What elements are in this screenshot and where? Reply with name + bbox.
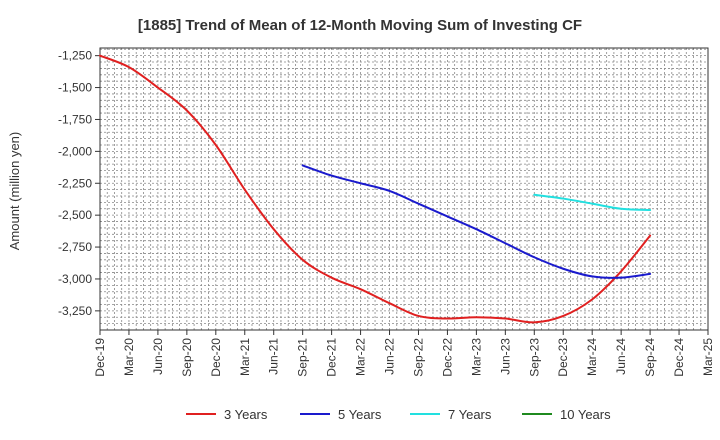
y-tick-label: -3,000	[58, 272, 92, 286]
chart-title: [1885] Trend of Mean of 12-Month Moving …	[138, 17, 582, 34]
y-tick-label: -1,250	[58, 49, 92, 63]
series-line-3-years	[99, 54, 652, 324]
series-line-5-years	[301, 164, 652, 279]
legend-label-3-years: 3 Years	[224, 407, 268, 422]
x-tick-label: Dec-20	[209, 338, 223, 377]
x-tick-label: Mar-21	[238, 338, 252, 376]
x-tick-label: Dec-23	[556, 338, 570, 377]
legend: 3 Years 5 Years 7 Years 10 Years	[186, 407, 611, 422]
x-tick-label: Jun-23	[498, 338, 512, 375]
x-tick-label: Sep-23	[527, 338, 541, 377]
series-line-7-years	[533, 193, 652, 212]
y-tick-label: -3,250	[58, 304, 92, 318]
x-tick-label: Sep-21	[296, 338, 310, 377]
x-tick-label: Dec-21	[325, 338, 339, 377]
x-tick-label: Jun-24	[614, 338, 628, 375]
legend-label-5-years: 5 Years	[338, 407, 382, 422]
y-tick-label: -2,750	[58, 240, 92, 254]
x-tick-label: Dec-24	[672, 338, 686, 377]
x-tick-label: Mar-24	[585, 338, 599, 376]
x-tick-label: Mar-25	[701, 338, 715, 376]
x-tick-label: Mar-23	[469, 338, 483, 376]
y-tick-label: -1,500	[58, 81, 92, 95]
y-tick-label: -2,250	[58, 176, 92, 190]
y-tick-label: -2,500	[58, 208, 92, 222]
x-axis: Dec-19 Mar-20 Jun-20 Sep-20 Dec-20 Mar-21 Jun-…	[93, 330, 715, 377]
y-axis: -1,250 -1,500 -1,750 -2,000 -2,250 -2,500 -2,7…	[58, 49, 100, 318]
x-tick-label: Dec-22	[440, 338, 454, 377]
x-tick-label: Sep-24	[643, 338, 657, 377]
plot-area-frame	[99, 47, 709, 331]
x-tick-label: Mar-20	[122, 338, 136, 376]
grid	[100, 48, 708, 330]
legend-label-10-years: 10 Years	[560, 407, 611, 422]
x-tick-label: Jun-20	[151, 338, 165, 375]
x-tick-label: Mar-22	[354, 338, 368, 376]
x-tick-label: Sep-20	[180, 338, 194, 377]
y-tick-label: -2,000	[58, 144, 92, 158]
x-tick-label: Sep-22	[411, 338, 425, 377]
x-tick-label: Jun-22	[383, 338, 397, 375]
series-lines	[99, 54, 652, 324]
y-tick-label: -1,750	[58, 112, 92, 126]
y-axis-label: Amount (million yen)	[7, 132, 22, 251]
legend-label-7-years: 7 Years	[448, 407, 492, 422]
x-tick-label: Dec-19	[93, 338, 107, 377]
x-tick-label: Jun-21	[267, 338, 281, 375]
